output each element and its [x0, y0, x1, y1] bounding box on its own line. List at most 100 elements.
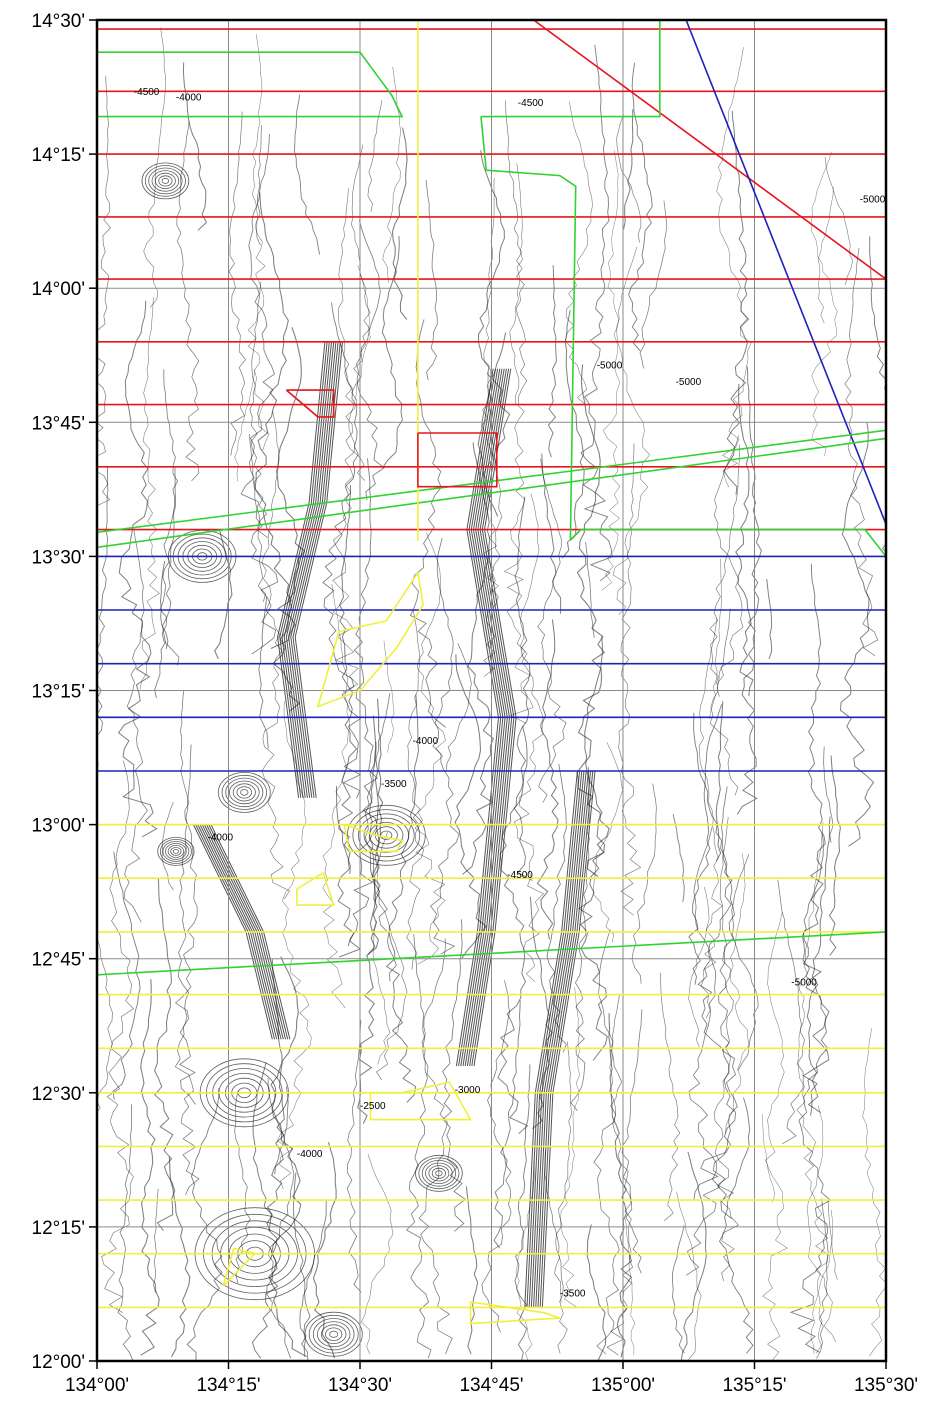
- contour-line: [709, 444, 740, 685]
- contour-line: [513, 493, 544, 983]
- contour-line: [336, 786, 351, 875]
- contour-line: [639, 200, 668, 369]
- contour-line: [256, 125, 263, 246]
- contour-line: [676, 1191, 702, 1360]
- contour-line: [261, 410, 291, 899]
- contour-line: [585, 541, 595, 638]
- contour-line: [716, 47, 752, 488]
- yellow-survey-polygon: [316, 572, 424, 708]
- contour-line: [505, 100, 528, 405]
- contour-line: [345, 144, 371, 481]
- contour-line: [240, 133, 279, 655]
- seamount-contour: [240, 789, 249, 796]
- contour-line: [547, 265, 557, 458]
- seamount-contour: [170, 847, 182, 856]
- contour-line: [766, 578, 773, 660]
- seamount-contour: [312, 1318, 355, 1351]
- seamount-contour: [229, 780, 260, 805]
- yellow-survey-polygon: [469, 1301, 561, 1325]
- seamount-contour: [141, 162, 190, 200]
- contour-line: [139, 297, 160, 690]
- seamount-contour: [418, 1157, 460, 1190]
- contour-line: [445, 643, 472, 772]
- seamount-contour: [352, 809, 421, 862]
- contour-line: [248, 433, 267, 603]
- contour-line: [176, 120, 200, 482]
- blue-diagonal-track: [685, 20, 886, 525]
- contour-line: [709, 558, 722, 719]
- lat-tick-label: 12°30': [32, 1084, 86, 1105]
- contour-line: [709, 435, 744, 796]
- seamount-contour: [161, 177, 170, 184]
- contour-line: [364, 693, 397, 982]
- contour-line: [168, 1156, 191, 1358]
- contour-line: [367, 99, 383, 212]
- lon-tick-label: 135°30': [854, 1375, 918, 1396]
- contour-line: [97, 75, 112, 507]
- contour-line: [561, 310, 585, 559]
- contour-line: [381, 236, 403, 469]
- seamount-contour: [221, 774, 267, 810]
- contour-line: [844, 247, 879, 657]
- contour-depth-label: -5000: [597, 361, 623, 372]
- green-diagonal-track: [97, 437, 886, 549]
- contour-line: [123, 530, 148, 923]
- contour-line: [725, 853, 750, 1134]
- contour-line: [97, 935, 113, 1113]
- contour-line: [161, 802, 174, 891]
- lon-tick-label: 134°30': [328, 1375, 392, 1396]
- seamount-contour: [421, 1160, 456, 1187]
- contour-line: [608, 1013, 633, 1358]
- contour-line: [160, 560, 169, 649]
- lat-tick-label: 14°00': [32, 279, 86, 300]
- red-survey-box: [285, 389, 335, 418]
- contour-line: [382, 66, 401, 283]
- seamount-contour: [363, 817, 409, 853]
- contour-line: [140, 979, 160, 1356]
- lon-tick-label: 134°00': [65, 1375, 129, 1396]
- contour-line: [332, 188, 359, 693]
- seamount-contour: [236, 786, 253, 799]
- contour-line: [293, 94, 321, 255]
- contour-line: [177, 744, 196, 1105]
- contour-line: [659, 972, 681, 1222]
- green-diagonal-track: [97, 429, 886, 534]
- seamount-contour: [369, 821, 404, 849]
- contour-line: [565, 101, 593, 406]
- seamount-contour: [172, 849, 179, 854]
- contour-line: [234, 369, 256, 482]
- contour-line: [546, 764, 567, 1053]
- contour-depth-label: -4000: [297, 1149, 323, 1160]
- contour-label-layer: -4500 -4000 -4500 -5000 -5000 -5000 -4000 -3500…: [134, 87, 886, 1300]
- green-survey-track: [97, 51, 404, 118]
- contour-line: [672, 814, 685, 903]
- contour-depth-label: -3500: [560, 1289, 586, 1300]
- lon-tick-label: 134°15': [196, 1375, 260, 1396]
- contour-line: [154, 465, 176, 699]
- contour-line: [839, 422, 875, 847]
- contour-depth-label: -5000: [676, 377, 702, 388]
- lat-tick-label: 12°00': [32, 1352, 86, 1373]
- seamount-contour: [325, 1327, 343, 1341]
- seamount-contour: [321, 1324, 347, 1344]
- contour-line: [625, 1219, 636, 1356]
- seamount-contour: [431, 1167, 446, 1179]
- contour-line: [347, 458, 379, 947]
- seamount-contour: [425, 1162, 453, 1185]
- contour-line: [406, 609, 425, 970]
- lon-tick-label: 135°00': [591, 1375, 655, 1396]
- contour-line: [612, 246, 651, 616]
- lat-tick-label: 13°15': [32, 682, 86, 703]
- contour-line: [385, 694, 419, 1103]
- contour-line: [580, 44, 613, 582]
- seamount-contour: [329, 1330, 339, 1338]
- seamount-contour: [151, 170, 180, 192]
- contour-line: [810, 1209, 833, 1354]
- contour-line: [621, 1009, 643, 1274]
- contour-line: [592, 742, 624, 943]
- contour-line: [601, 150, 621, 591]
- seamount-contour: [217, 772, 271, 813]
- contour-depth-label: -5000: [791, 978, 817, 989]
- seamount-contour: [415, 1154, 463, 1192]
